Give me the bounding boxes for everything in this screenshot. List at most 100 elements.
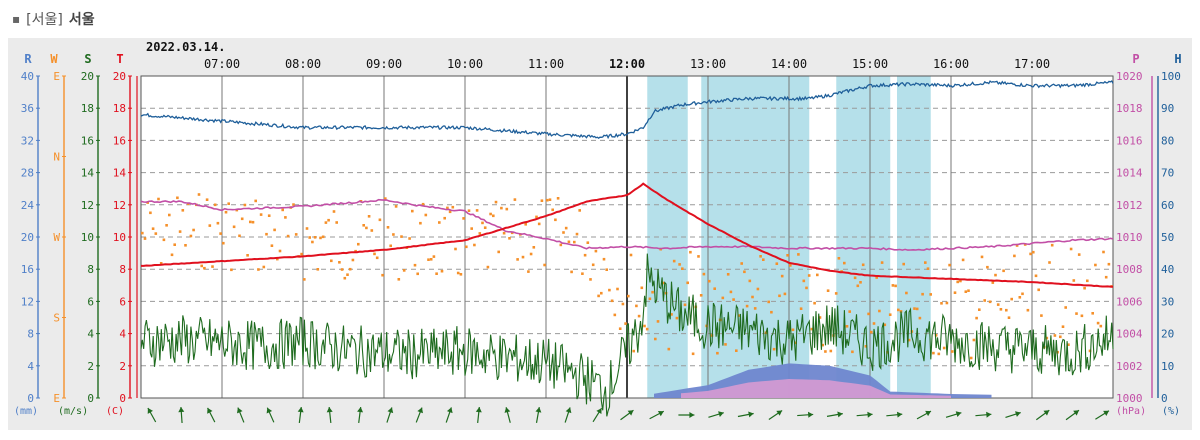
wind-direction-point: [219, 232, 222, 235]
wind-direction-point: [837, 257, 841, 260]
wind-direction-point: [446, 206, 449, 210]
wind-direction-point: [735, 349, 738, 352]
wind-arrow-icon: [178, 406, 185, 424]
wind-direction-point: [1102, 250, 1105, 254]
axis-tick-P: 1020: [1116, 70, 1143, 83]
wind-direction-point: [200, 264, 203, 268]
wind-direction-point: [478, 232, 482, 235]
wind-direction-point: [762, 258, 765, 261]
wind-direction-point: [141, 231, 144, 235]
axis-title-R: R: [24, 52, 32, 66]
wind-direction-point: [551, 208, 554, 212]
wind-direction-point: [394, 205, 398, 208]
wind-direction-point: [494, 200, 498, 204]
wind-direction-point: [284, 216, 287, 219]
wind-direction-point: [635, 304, 638, 308]
wind-direction-point: [907, 338, 911, 342]
wind-direction-point: [851, 350, 854, 354]
wind-direction-point: [829, 349, 833, 353]
wind-direction-point: [816, 273, 819, 277]
wind-direction-point: [621, 302, 625, 306]
wind-direction-point: [397, 278, 401, 281]
wind-direction-point: [1086, 279, 1089, 283]
wind-direction-point: [926, 267, 930, 270]
wind-arrow-head: [417, 407, 423, 414]
wind-direction-point: [303, 278, 306, 281]
x-tick-label: 09:00: [366, 57, 402, 71]
wind-direction-point: [1075, 312, 1078, 315]
wind-direction-point: [481, 221, 484, 225]
wind-direction-point: [886, 351, 889, 354]
wind-arrow-head: [776, 410, 783, 416]
wind-direction-point: [872, 322, 876, 325]
wind-direction-point: [586, 241, 590, 244]
wind-direction-point: [897, 308, 900, 312]
wind-direction-point: [440, 269, 444, 273]
wind-direction-point: [492, 214, 495, 218]
axis-tick-H: 0: [1161, 392, 1168, 405]
wind-direction-point: [319, 236, 322, 240]
chart-panel: 2022.03.14. 10 8 07:00 08:00 09:00 10:00 11:0…: [8, 38, 1192, 430]
axis-tick-S: 14: [81, 167, 95, 180]
wind-direction-point: [875, 276, 878, 279]
wind-direction-point: [556, 197, 560, 200]
wind-arrow-icon: [475, 406, 482, 424]
wind-arrow-head: [207, 407, 213, 414]
wind-direction-point: [381, 273, 384, 277]
wind-direction-point: [232, 225, 236, 229]
wind-direction-point: [975, 316, 978, 320]
axis-unit-H: (%): [1162, 406, 1180, 417]
wind-direction-point: [813, 301, 816, 305]
wind-direction-point: [189, 234, 193, 238]
wind-arrow-icon: [236, 407, 245, 423]
wind-direction-point: [300, 252, 303, 256]
wind-direction-point: [375, 256, 379, 260]
wind-direction-point: [578, 209, 581, 212]
wind-direction-point: [332, 210, 336, 213]
series-line-H: [140, 80, 1114, 140]
wind-direction-point: [891, 284, 895, 287]
x-tick-label: 14:00: [771, 57, 807, 71]
axis-tick-H: 70: [1161, 167, 1174, 180]
wind-direction-point: [173, 243, 176, 246]
wind-arrow-icon: [678, 412, 695, 418]
wind-arrow-head: [1043, 410, 1050, 416]
wind-direction-point: [940, 302, 943, 305]
wind-direction-point: [227, 202, 230, 205]
wind-direction-point: [197, 193, 201, 196]
wind-direction-point: [627, 294, 630, 298]
series-line-P: [140, 198, 1114, 251]
wind-direction-point: [740, 262, 743, 265]
wind-arrow-icon: [357, 406, 364, 424]
wind-direction-point: [535, 215, 538, 219]
wind-direction-point: [699, 294, 703, 297]
wind-direction-point: [278, 249, 282, 253]
wind-arrow-head: [748, 411, 754, 418]
wind-direction-point: [991, 281, 995, 284]
wind-direction-point: [346, 273, 349, 276]
wind-arrow-head: [627, 410, 634, 416]
wind-direction-point: [581, 272, 584, 275]
wind-direction-point: [724, 343, 727, 346]
wind-direction-point: [213, 203, 217, 207]
axis-title-P: P: [1132, 52, 1139, 66]
wind-direction-point: [721, 296, 725, 300]
wind-arrow-icon: [768, 410, 783, 420]
wind-direction-point: [678, 263, 681, 266]
wind-direction-point: [343, 276, 347, 280]
wind-arrow-icon: [535, 407, 542, 423]
wind-direction-point: [702, 272, 706, 276]
wind-direction-point: [964, 290, 968, 293]
wind-direction-point: [281, 208, 284, 212]
wind-direction-point: [797, 253, 800, 256]
wind-arrow-head: [504, 407, 511, 413]
wind-direction-point: [996, 303, 1000, 306]
wind-direction-point: [942, 346, 946, 350]
axis-tick-S: 18: [81, 102, 94, 115]
wind-direction-point: [969, 356, 973, 360]
wind-direction-point: [767, 300, 770, 304]
axis-tick-T: 10: [113, 231, 126, 244]
axis-tick-S: 20: [81, 70, 94, 83]
wind-direction-point: [521, 255, 525, 259]
wind-direction-point: [1029, 252, 1032, 256]
